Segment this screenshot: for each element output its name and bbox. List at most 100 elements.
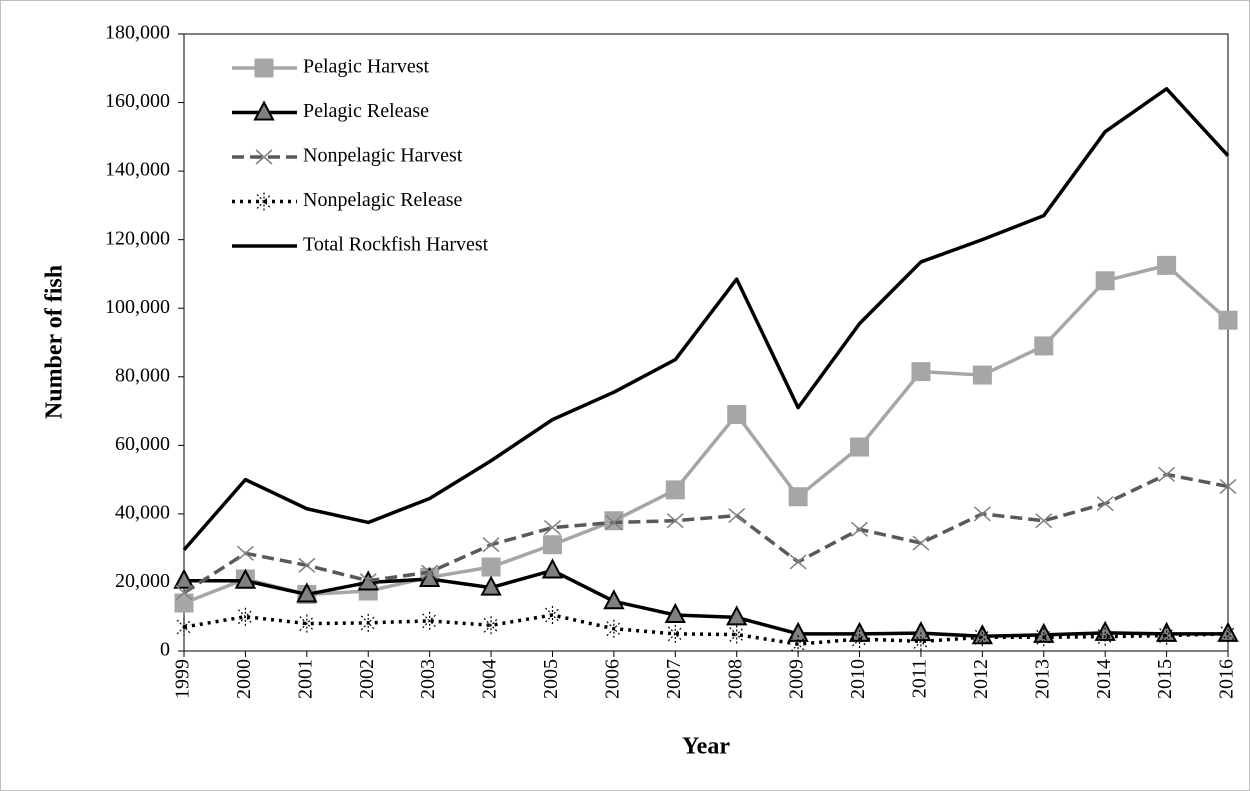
y-tick-label: 180,000	[105, 22, 170, 44]
marker	[605, 514, 623, 531]
marker	[418, 566, 441, 588]
marker	[1219, 478, 1237, 495]
legend-marker	[254, 58, 274, 78]
y-tick-label: 20,000	[115, 570, 170, 592]
marker	[974, 628, 990, 647]
marker	[728, 508, 746, 524]
x-tick-label: 2003	[417, 659, 439, 699]
marker	[236, 545, 254, 561]
marker	[852, 630, 867, 649]
marker	[299, 614, 315, 633]
legend-label: Nonpelagic Harvest	[303, 145, 463, 167]
x-tick-label: 2012	[970, 659, 992, 699]
marker	[727, 404, 747, 424]
marker	[912, 535, 930, 551]
marker	[603, 589, 625, 610]
marker	[848, 621, 871, 642]
series-line	[182, 87, 1230, 552]
marker	[1035, 513, 1053, 529]
y-tick-label: 40,000	[115, 501, 170, 523]
legend-label: Nonpelagic Release	[303, 189, 462, 211]
marker	[481, 557, 501, 577]
x-tick-label: 2011	[909, 659, 931, 698]
x-tick-label: 2009	[786, 659, 808, 699]
marker	[173, 568, 195, 589]
marker	[176, 618, 192, 637]
marker	[726, 605, 748, 626]
marker	[1095, 271, 1115, 291]
marker	[851, 521, 869, 537]
marker	[1218, 310, 1238, 330]
marker	[1157, 255, 1177, 275]
plot-area	[183, 33, 1229, 652]
x-tick-label: 2005	[540, 659, 562, 699]
x-tick-label: 2007	[663, 659, 685, 699]
y-tick-label: 0	[160, 639, 170, 661]
marker	[359, 573, 377, 589]
x-tick-label: 2004	[479, 659, 501, 699]
legend-label: Pelagic Release	[303, 100, 429, 122]
marker	[234, 568, 257, 589]
marker	[664, 602, 686, 624]
y-tick-label: 160,000	[105, 90, 170, 112]
marker	[421, 564, 439, 580]
marker	[1096, 496, 1114, 512]
y-tick-label: 60,000	[115, 433, 170, 455]
marker	[175, 585, 193, 601]
marker	[1158, 466, 1176, 483]
marker	[1220, 624, 1236, 643]
marker	[729, 625, 745, 644]
y-axis-title: Number of fish	[42, 265, 68, 419]
marker	[913, 632, 929, 651]
x-tick-label: 2006	[601, 659, 623, 699]
marker	[237, 607, 253, 626]
marker	[1036, 628, 1052, 647]
series-line	[183, 613, 1229, 646]
legend-marker	[255, 149, 273, 165]
x-tick-label: 2010	[847, 659, 869, 699]
marker	[482, 537, 500, 553]
y-tick-label: 120,000	[105, 227, 170, 249]
marker	[972, 365, 992, 385]
x-tick-label: 1999	[172, 659, 194, 699]
marker	[665, 480, 685, 500]
marker	[360, 613, 376, 632]
series-line	[183, 472, 1229, 595]
x-tick-label: 2015	[1154, 659, 1176, 699]
x-tick-label: 2014	[1093, 659, 1115, 699]
x-tick-label: 2008	[724, 659, 746, 699]
marker	[911, 362, 931, 382]
y-tick-label: 140,000	[105, 159, 170, 181]
marker	[850, 437, 870, 457]
marker	[541, 558, 564, 579]
marker	[910, 621, 932, 642]
marker	[789, 554, 807, 570]
marker	[543, 520, 561, 536]
legend-marker	[256, 192, 272, 211]
marker	[790, 635, 806, 654]
marker	[483, 616, 499, 635]
x-tick-label: 2002	[356, 659, 378, 699]
marker	[667, 624, 683, 643]
legend-marker	[253, 100, 275, 121]
marker	[1217, 621, 1239, 642]
marker	[1034, 336, 1054, 356]
series-line	[184, 568, 1228, 639]
marker	[174, 593, 194, 613]
x-tick-label: 2001	[294, 659, 316, 699]
marker	[422, 611, 438, 630]
legend-label: Pelagic Harvest	[303, 56, 430, 78]
marker	[1159, 626, 1175, 645]
x-axis-title: Year	[682, 734, 730, 760]
marker	[788, 487, 808, 507]
y-tick-label: 80,000	[115, 364, 170, 386]
y-tick-label: 100,000	[105, 296, 170, 318]
marker	[1097, 627, 1113, 646]
marker	[296, 582, 318, 603]
x-tick-label: 2016	[1216, 659, 1238, 699]
series-line	[183, 263, 1230, 605]
marker	[298, 557, 316, 573]
marker	[606, 619, 622, 638]
marker	[542, 535, 562, 555]
